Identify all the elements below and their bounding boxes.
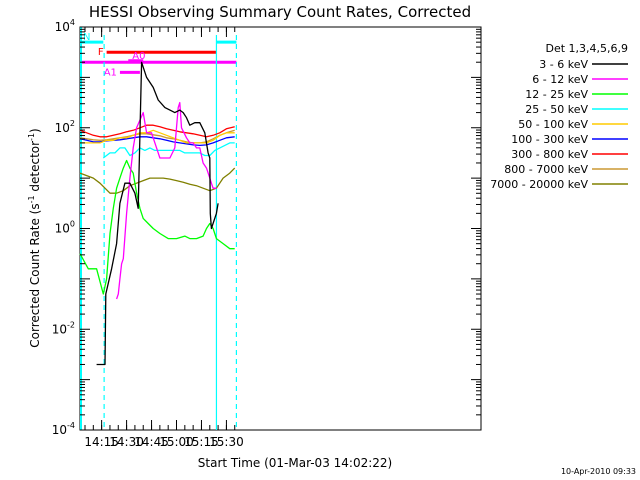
y-axis: 10-4 10-2 100 102 104 bbox=[52, 18, 481, 437]
legend-entry: 12 - 25 keV bbox=[525, 88, 588, 101]
series-line bbox=[79, 124, 235, 138]
x-tick-label: 14:45 bbox=[134, 435, 169, 449]
x-axis-label: Start Time (01-Mar-03 14:02:22) bbox=[198, 456, 392, 470]
x-tick-label: 15:15 bbox=[184, 435, 219, 449]
series-line bbox=[79, 167, 236, 194]
legend-entry: 3 - 6 keV bbox=[539, 58, 588, 71]
legend-entry: 300 - 800 keV bbox=[511, 148, 588, 161]
x-tick-label: 14:30 bbox=[109, 435, 144, 449]
y-tick-label: 10-4 bbox=[52, 421, 75, 437]
plot-frame bbox=[79, 26, 482, 431]
flag-label: A1 bbox=[104, 67, 117, 78]
y-axis-label-mid: detector bbox=[28, 141, 42, 196]
series-line bbox=[79, 159, 235, 295]
y-tick-label: 10-2 bbox=[52, 320, 75, 336]
y-axis-label-end: ) bbox=[28, 128, 42, 133]
series-group bbox=[79, 61, 236, 366]
flag-label: N bbox=[83, 32, 90, 43]
legend-entry: 800 - 7000 keV bbox=[504, 163, 588, 176]
x-tick-label: 15:30 bbox=[209, 435, 244, 449]
series-line bbox=[102, 142, 235, 159]
flag-label: F bbox=[98, 47, 104, 58]
legend-entry: 25 - 50 keV bbox=[525, 103, 588, 116]
series-line bbox=[79, 129, 235, 144]
x-tick-label: 15:00 bbox=[159, 435, 194, 449]
chart-title: HESSI Observing Summary Count Rates, Cor… bbox=[89, 3, 471, 21]
legend-entry: 50 - 100 keV bbox=[518, 118, 588, 131]
y-axis-label-exp: -1 bbox=[27, 195, 36, 203]
x-tick-label: 14:15 bbox=[84, 435, 119, 449]
legend: Det 1,3,4,5,6,9 3 - 6 keV 6 - 12 keV 12 - … bbox=[490, 42, 628, 191]
legend-title: Det 1,3,4,5,6,9 bbox=[545, 42, 628, 55]
y-axis-label: Corrected Count Rate (s-1 detector-1) bbox=[27, 128, 42, 347]
legend-entry: 100 - 300 keV bbox=[511, 133, 588, 146]
legend-entry: 7000 - 20000 keV bbox=[490, 178, 588, 191]
series-line bbox=[96, 61, 219, 366]
y-axis-label-main: Corrected Count Rate (s bbox=[28, 203, 42, 347]
footer-timestamp: 10-Apr-2010 09:33 bbox=[561, 467, 636, 476]
y-tick-label: 102 bbox=[55, 119, 75, 135]
y-tick-label: 100 bbox=[55, 220, 75, 236]
series-line bbox=[80, 129, 235, 144]
y-tick-label: 104 bbox=[55, 18, 75, 34]
y-axis-label-exp2: -1 bbox=[27, 133, 36, 141]
series-line bbox=[115, 101, 217, 300]
flag-label: A0 bbox=[132, 51, 145, 62]
flag-bars: NF A0 A1 bbox=[80, 32, 237, 78]
legend-entry: 6 - 12 keV bbox=[532, 73, 588, 86]
